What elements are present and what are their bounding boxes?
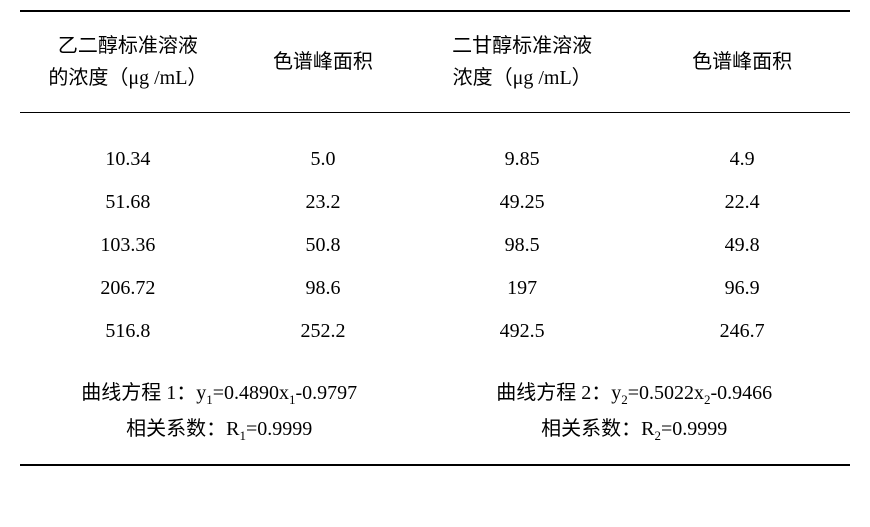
eq2-label: 曲线方程 2： bbox=[496, 382, 611, 404]
eq2-tail: -0.9466 bbox=[710, 382, 772, 404]
table-row: 206.72 98.6 197 96.9 bbox=[20, 267, 850, 310]
data-cell: 96.9 bbox=[634, 277, 850, 300]
eq2-y: y bbox=[611, 382, 621, 404]
data-cell: 4.9 bbox=[634, 148, 850, 171]
eq1-tail: -0.9797 bbox=[296, 382, 358, 404]
data-cell: 206.72 bbox=[20, 277, 236, 300]
footer-left: 曲线方程 1：y1=0.4890x1-0.9797 相关系数：R1=0.9999 bbox=[20, 375, 418, 448]
header-col-3: 二甘醇标准溶液 浓度（μg /mL） bbox=[410, 30, 634, 94]
data-cell: 252.2 bbox=[236, 320, 410, 343]
corr2-r: R bbox=[641, 418, 654, 440]
header-col-4-line1: 色谱峰面积 bbox=[692, 46, 792, 78]
correlation-2: 相关系数：R2=0.9999 bbox=[418, 411, 850, 447]
footer-right: 曲线方程 2：y2=0.5022x2-0.9466 相关系数：R2=0.9999 bbox=[418, 375, 850, 448]
data-cell: 23.2 bbox=[236, 191, 410, 214]
table-row: 51.68 23.2 49.25 22.4 bbox=[20, 181, 850, 224]
header-col-1-line2: 的浓度（μg /mL） bbox=[48, 62, 207, 94]
data-cell: 49.25 bbox=[410, 191, 634, 214]
data-cell: 98.6 bbox=[236, 277, 410, 300]
table-header-row: 乙二醇标准溶液 的浓度（μg /mL） 色谱峰面积 二甘醇标准溶液 浓度（μg … bbox=[20, 12, 850, 113]
corr1-r: R bbox=[226, 418, 239, 440]
data-cell: 22.4 bbox=[634, 191, 850, 214]
eq1-label: 曲线方程 1： bbox=[81, 382, 196, 404]
header-col-2-line1: 色谱峰面积 bbox=[273, 46, 373, 78]
table-row: 103.36 50.8 98.5 49.8 bbox=[20, 224, 850, 267]
table-row: 10.34 5.0 9.85 4.9 bbox=[20, 138, 850, 181]
corr1-value: =0.9999 bbox=[246, 418, 312, 440]
data-cell: 197 bbox=[410, 277, 634, 300]
data-cell: 10.34 bbox=[20, 148, 236, 171]
data-cell: 492.5 bbox=[410, 320, 634, 343]
eq1-middle: =0.4890x bbox=[213, 382, 289, 404]
data-cell: 103.36 bbox=[20, 234, 236, 257]
data-cell: 246.7 bbox=[634, 320, 850, 343]
header-col-4: 色谱峰面积 bbox=[634, 30, 850, 94]
header-col-1-line1: 乙二醇标准溶液 bbox=[48, 30, 207, 62]
corr2-value: =0.9999 bbox=[661, 418, 727, 440]
eq2-middle: =0.5022x bbox=[628, 382, 704, 404]
data-cell: 516.8 bbox=[20, 320, 236, 343]
calibration-table: 乙二醇标准溶液 的浓度（μg /mL） 色谱峰面积 二甘醇标准溶液 浓度（μg … bbox=[20, 10, 850, 466]
data-cell: 51.68 bbox=[20, 191, 236, 214]
header-col-3-line2: 浓度（μg /mL） bbox=[452, 62, 592, 94]
table-data-section: 10.34 5.0 9.85 4.9 51.68 23.2 49.25 22.4… bbox=[20, 113, 850, 361]
data-cell: 49.8 bbox=[634, 234, 850, 257]
corr2-label: 相关系数： bbox=[541, 418, 641, 440]
data-cell: 5.0 bbox=[236, 148, 410, 171]
header-col-1: 乙二醇标准溶液 的浓度（μg /mL） bbox=[20, 30, 236, 94]
eq1-y: y bbox=[196, 382, 206, 404]
corr1-label: 相关系数： bbox=[126, 418, 226, 440]
data-cell: 9.85 bbox=[410, 148, 634, 171]
table-row: 516.8 252.2 492.5 246.7 bbox=[20, 310, 850, 353]
data-cell: 50.8 bbox=[236, 234, 410, 257]
table-footer: 曲线方程 1：y1=0.4890x1-0.9797 相关系数：R1=0.9999… bbox=[20, 361, 850, 464]
header-col-3-line1: 二甘醇标准溶液 bbox=[452, 30, 592, 62]
curve-equation-1: 曲线方程 1：y1=0.4890x1-0.9797 bbox=[20, 375, 418, 411]
curve-equation-2: 曲线方程 2：y2=0.5022x2-0.9466 bbox=[418, 375, 850, 411]
header-col-2: 色谱峰面积 bbox=[236, 30, 410, 94]
correlation-1: 相关系数：R1=0.9999 bbox=[20, 411, 418, 447]
data-cell: 98.5 bbox=[410, 234, 634, 257]
